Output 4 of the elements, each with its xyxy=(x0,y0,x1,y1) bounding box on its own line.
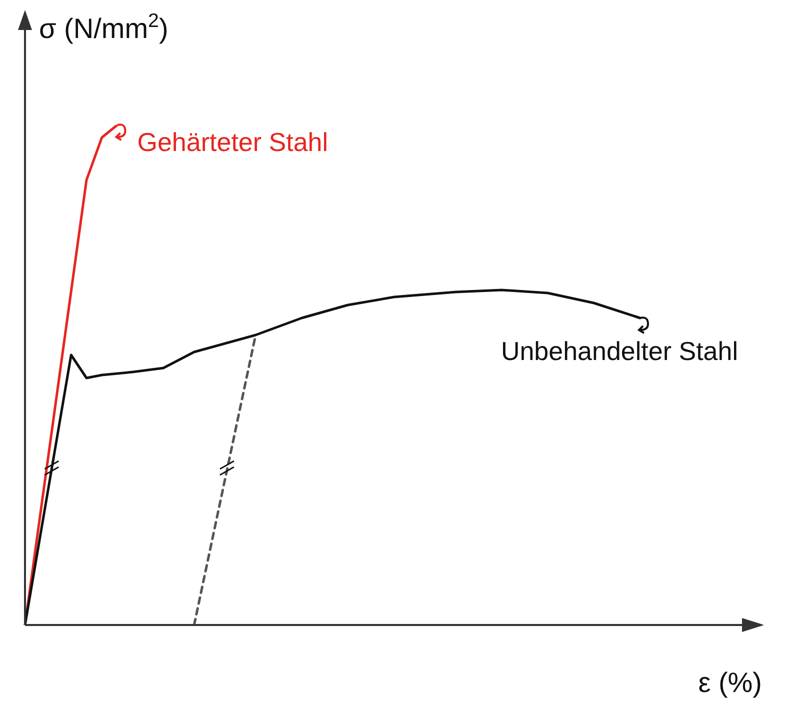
legend-label: Unbehandelter Stahl xyxy=(500,336,738,366)
legend-label: Gehärteter Stahl xyxy=(137,127,328,157)
y-axis-title: σ (N/mm$^{2}$) xyxy=(39,10,168,44)
x-axis-title: ε (%) xyxy=(698,667,762,698)
